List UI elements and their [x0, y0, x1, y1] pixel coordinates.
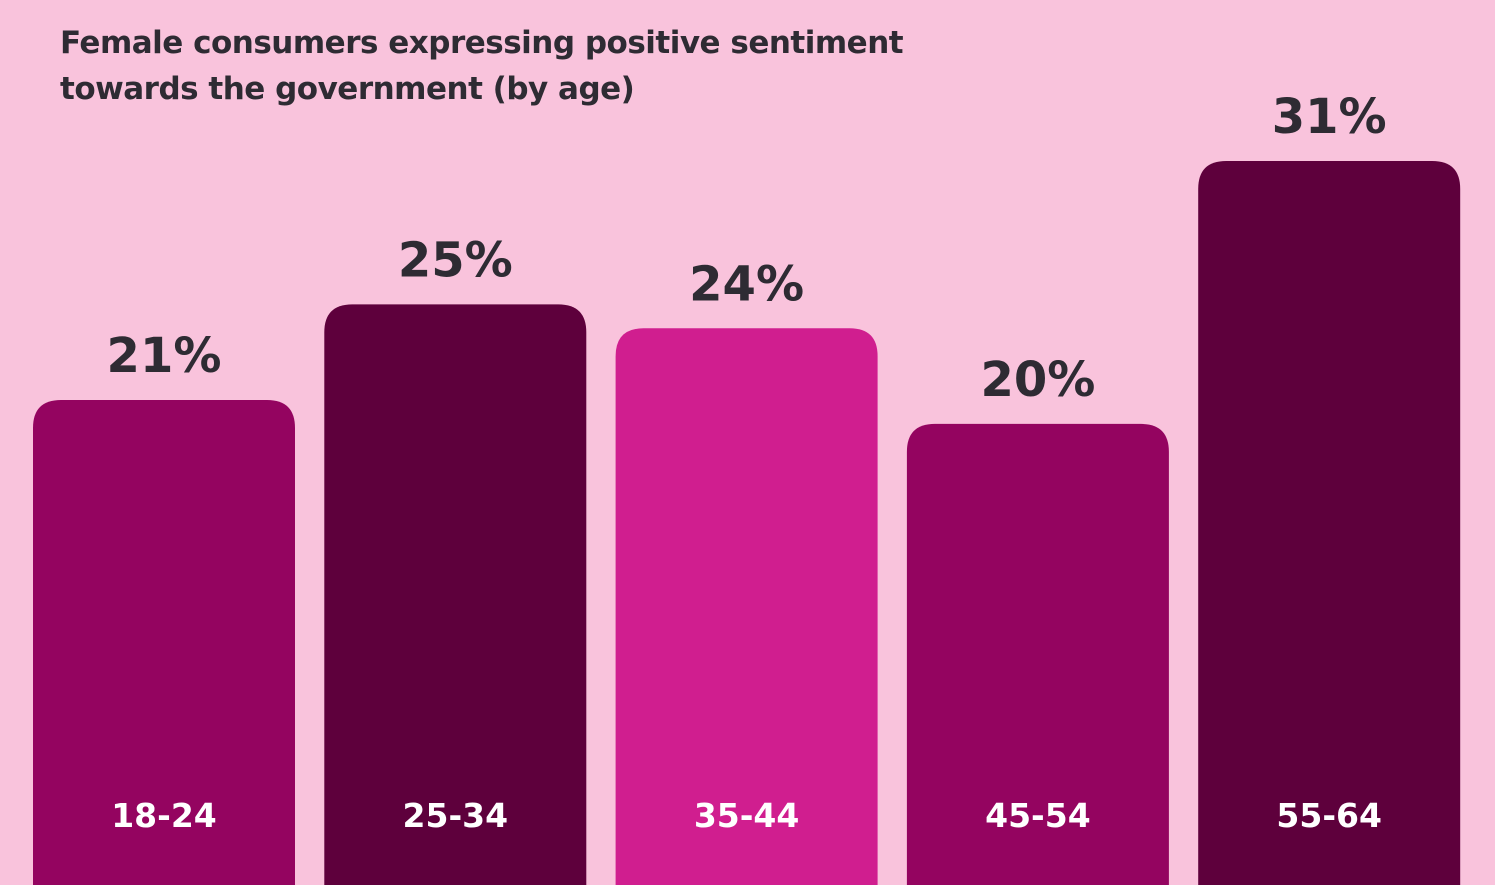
- value-label-45-54: 20%: [980, 352, 1095, 408]
- bar-18-24: [33, 400, 295, 885]
- value-label-35-44: 24%: [689, 256, 804, 312]
- chart-title-line-1: Female consumers expressing positive sen…: [60, 25, 904, 61]
- value-label-18-24: 21%: [107, 328, 222, 384]
- chart-title: Female consumers expressing positive sen…: [60, 20, 960, 112]
- bar-25-34: [324, 304, 587, 885]
- value-label-25-34: 25%: [398, 232, 513, 288]
- category-label-25-34: 25-34: [403, 796, 509, 835]
- category-label-55-64: 55-64: [1276, 796, 1382, 835]
- bar-45-54: [906, 423, 1169, 885]
- bar-35-44: [615, 328, 878, 885]
- category-label-45-54: 45-54: [985, 796, 1091, 835]
- bar-55-64: [1198, 161, 1461, 885]
- category-label-35-44: 35-44: [694, 796, 800, 835]
- chart-title-line-2: towards the government (by age): [60, 71, 635, 107]
- value-label-55-64: 31%: [1272, 89, 1387, 145]
- category-label-18-24: 18-24: [111, 796, 217, 835]
